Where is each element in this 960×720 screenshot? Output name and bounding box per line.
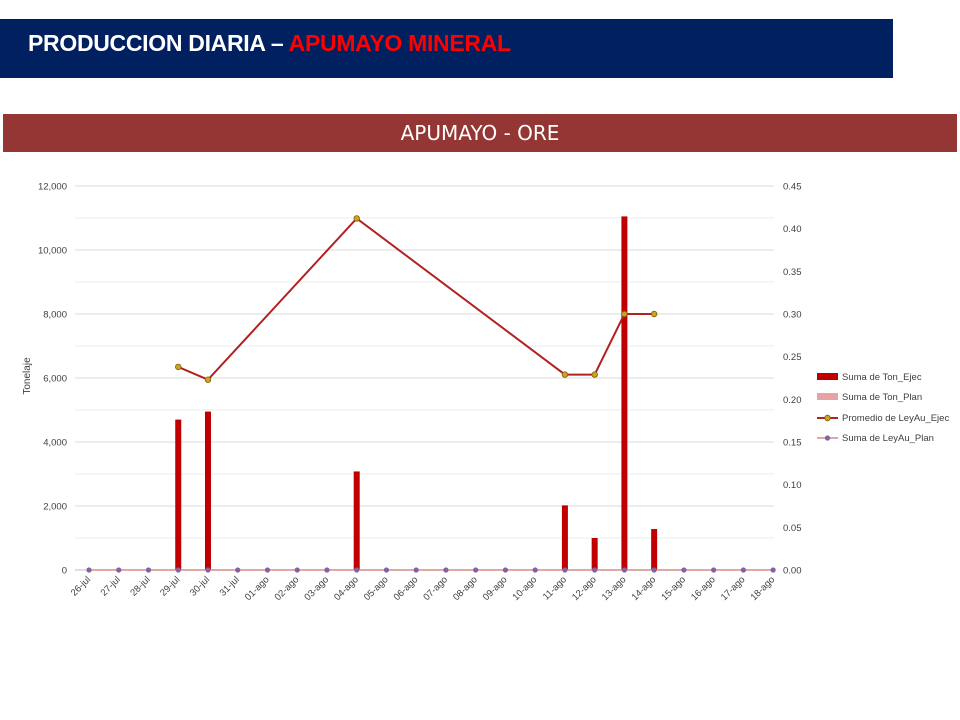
point-leyau-ejec <box>175 363 182 371</box>
point-leyau-plan <box>770 567 776 573</box>
point-leyau-plan <box>86 567 92 573</box>
x-tick-label: 01-ago <box>243 574 272 603</box>
y-tick-label: 4,000 <box>43 438 67 449</box>
x-tick-label: 05-ago <box>362 574 391 603</box>
y2-tick-label: 0.35 <box>783 267 802 278</box>
point-leyau-plan <box>294 567 300 573</box>
point-leyau-plan <box>116 567 122 573</box>
x-tick-label: 12-ago <box>570 574 599 603</box>
x-tick-label: 10-ago <box>511 574 540 603</box>
point-leyau-plan <box>413 567 419 573</box>
point-leyau-plan <box>681 567 687 573</box>
point-leyau-plan <box>354 567 360 573</box>
bar-ton-ejec <box>353 471 360 570</box>
y2-tick-label: 0.05 <box>783 523 802 534</box>
x-tick-label: 04-ago <box>332 574 361 603</box>
point-leyau-ejec <box>561 371 569 378</box>
point-leyau-ejec <box>591 371 598 378</box>
x-tick-label: 08-ago <box>451 574 480 603</box>
page-title: PRODUCCION DIARIA – APUMAYO MINERAL <box>28 30 511 57</box>
y-tick-label: 6,000 <box>43 374 67 385</box>
point-leyau-plan <box>145 567 152 573</box>
bar-ton-ejec <box>204 411 211 570</box>
point-leyau-plan <box>324 567 330 573</box>
point-leyau-ejec <box>650 310 658 318</box>
point-leyau-ejec <box>621 310 628 318</box>
x-tick-label: 31-jul <box>218 574 242 598</box>
x-tick-label: 07-ago <box>421 574 450 603</box>
legend-swatch-ton-plan <box>817 393 838 400</box>
y2-tick-label: 0.15 <box>783 438 802 449</box>
bar-ton-ejec <box>621 216 628 570</box>
x-tick-label: 03-ago <box>302 574 331 603</box>
x-tick-label: 26-jul <box>69 574 93 598</box>
x-tick-label: 09-ago <box>481 574 510 603</box>
chart-title: APUMAYO - ORE <box>400 121 560 145</box>
x-tick-label: 28-jul <box>128 574 152 598</box>
point-leyau-plan <box>532 567 538 573</box>
y2-tick-label: 0.10 <box>783 480 802 491</box>
bar-ton-ejec <box>175 419 182 570</box>
x-tick-label: 27-jul <box>99 574 123 598</box>
x-tick-label: 13-ago <box>600 574 629 603</box>
point-leyau-plan <box>443 567 449 573</box>
page-header-bar <box>0 19 893 78</box>
x-tick-label: 14-ago <box>630 574 659 603</box>
x-tick-label: 17-ago <box>719 574 748 603</box>
x-tick-label: 11-ago <box>541 574 569 602</box>
y2-tick-label: 0.25 <box>783 352 802 363</box>
y-tick-label: 0 <box>62 566 67 577</box>
y-tick-label: 8,000 <box>43 310 67 321</box>
y-axis-label: Tonelaje <box>22 357 33 395</box>
x-tick-label: 06-ago <box>392 574 421 603</box>
y-tick-label: 10,000 <box>38 246 67 257</box>
point-leyau-plan <box>592 567 598 573</box>
y2-tick-label: 0.45 <box>783 182 802 193</box>
point-leyau-plan <box>175 567 181 573</box>
y2-tick-label: 0.00 <box>783 566 802 577</box>
y2-tick-label: 0.30 <box>783 310 802 321</box>
y2-tick-label: 0.40 <box>783 224 802 235</box>
point-leyau-plan <box>383 567 390 573</box>
series-line-leyau-ejec <box>177 217 655 381</box>
y-tick-label: 12,000 <box>38 182 67 193</box>
legend-swatch-ton-ejec <box>817 373 838 380</box>
point-leyau-plan <box>621 567 628 573</box>
point-leyau-plan <box>740 567 746 573</box>
point-leyau-plan <box>205 567 211 573</box>
x-tick-label: 15-ago <box>659 574 688 603</box>
x-tick-label: 29-jul <box>158 574 182 598</box>
point-leyau-plan <box>502 567 509 573</box>
legend-marker-leyau-plan <box>824 435 831 441</box>
y2-tick-label: 0.20 <box>783 395 802 406</box>
x-tick-label: 18-ago <box>749 574 778 603</box>
legend-label-ton-ejec: Suma de Ton_Ejec <box>842 372 922 383</box>
y-tick-label: 2,000 <box>43 502 67 513</box>
chart-title-bar: APUMAYO - ORE <box>3 114 957 152</box>
point-leyau-ejec <box>353 215 360 222</box>
legend-label-leyau-ejec: Promedio de LeyAu_Ejec <box>842 413 949 424</box>
x-tick-label: 16-ago <box>689 574 718 603</box>
point-leyau-plan <box>651 567 657 573</box>
point-leyau-plan <box>235 567 241 573</box>
point-leyau-plan <box>562 567 568 573</box>
point-leyau-plan <box>711 567 717 573</box>
legend-label-leyau-plan: Suma de LeyAu_Plan <box>842 433 934 444</box>
legend-label-ton-plan: Suma de Ton_Plan <box>842 392 922 403</box>
point-leyau-plan <box>264 567 271 573</box>
page-title-prefix: PRODUCCION DIARIA – <box>28 30 289 56</box>
point-leyau-ejec <box>204 376 212 383</box>
bar-ton-ejec <box>591 538 598 570</box>
x-tick-label: 02-ago <box>273 574 302 603</box>
bar-ton-ejec <box>561 505 568 570</box>
bar-ton-ejec <box>651 529 658 570</box>
page-title-accent: APUMAYO MINERAL <box>288 30 511 56</box>
legend-marker-leyau-ejec <box>824 414 831 422</box>
point-leyau-plan <box>473 567 479 573</box>
x-tick-label: 30-jul <box>188 574 212 598</box>
